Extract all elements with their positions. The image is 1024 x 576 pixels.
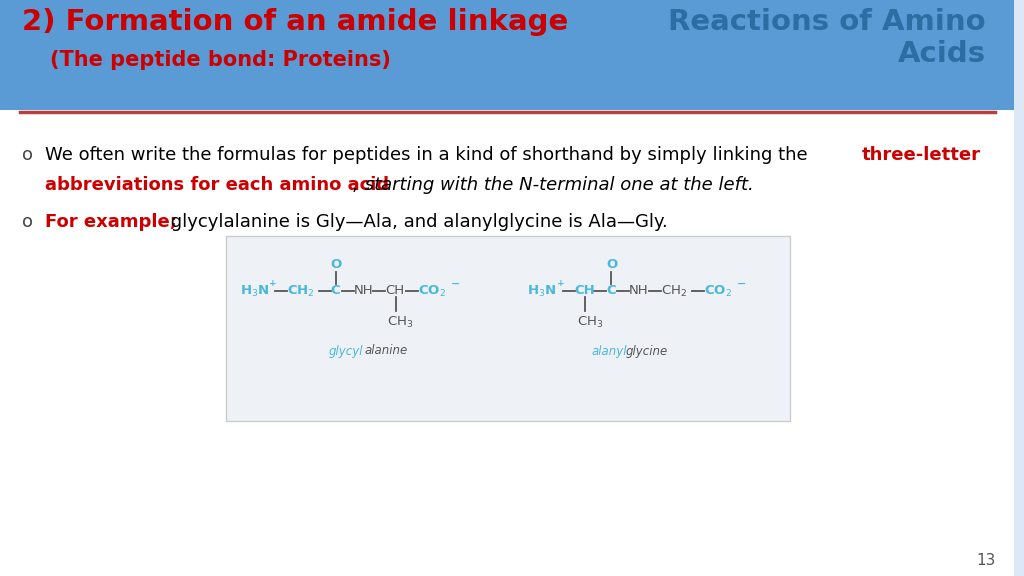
Text: CH$_2$: CH$_2$ bbox=[288, 283, 315, 298]
Text: glycylalanine is Gly—Ala, and alanylglycine is Ala—Gly.: glycylalanine is Gly—Ala, and alanylglyc… bbox=[166, 213, 669, 231]
Text: ,: , bbox=[351, 176, 357, 194]
Text: We often write the formulas for peptides in a kind of shorthand by simply linkin: We often write the formulas for peptides… bbox=[45, 146, 813, 164]
Text: o: o bbox=[22, 213, 33, 231]
Text: C: C bbox=[331, 285, 340, 297]
Text: three-letter: three-letter bbox=[862, 146, 981, 164]
Text: +: + bbox=[557, 279, 564, 287]
Text: −: − bbox=[451, 279, 460, 289]
Text: Reactions of Amino
Acids: Reactions of Amino Acids bbox=[668, 8, 986, 69]
Text: glycine: glycine bbox=[626, 344, 669, 358]
FancyBboxPatch shape bbox=[0, 110, 1015, 576]
Text: CH: CH bbox=[385, 285, 404, 297]
Text: glycyl: glycyl bbox=[329, 344, 364, 358]
Text: CH$_3$: CH$_3$ bbox=[577, 314, 603, 329]
Text: CH$_2$: CH$_2$ bbox=[660, 283, 687, 298]
Text: (The peptide bond: Proteins): (The peptide bond: Proteins) bbox=[49, 50, 390, 70]
Text: CO$_2$: CO$_2$ bbox=[418, 283, 446, 298]
Text: starting with the N-terminal one at the left.: starting with the N-terminal one at the … bbox=[358, 176, 754, 194]
Text: O: O bbox=[331, 259, 342, 271]
Text: +: + bbox=[269, 279, 278, 287]
FancyBboxPatch shape bbox=[226, 236, 791, 421]
Text: 13: 13 bbox=[976, 553, 995, 568]
Text: O: O bbox=[606, 259, 617, 271]
Text: NH: NH bbox=[353, 285, 374, 297]
FancyBboxPatch shape bbox=[0, 0, 1015, 110]
Text: −: − bbox=[737, 279, 746, 289]
Text: C: C bbox=[606, 285, 615, 297]
Text: 2) Formation of an amide linkage: 2) Formation of an amide linkage bbox=[22, 8, 568, 36]
Text: For example;: For example; bbox=[45, 213, 176, 231]
Text: o: o bbox=[22, 146, 33, 164]
Text: CH: CH bbox=[574, 285, 595, 297]
Text: H$_3$N: H$_3$N bbox=[527, 283, 556, 298]
Text: H$_3$N: H$_3$N bbox=[240, 283, 269, 298]
Text: abbreviations for each amino acid: abbreviations for each amino acid bbox=[45, 176, 389, 194]
Text: CO$_2$: CO$_2$ bbox=[705, 283, 732, 298]
Text: CH$_3$: CH$_3$ bbox=[387, 314, 414, 329]
Text: alanyl: alanyl bbox=[592, 344, 627, 358]
Text: alanine: alanine bbox=[365, 344, 408, 358]
Text: NH: NH bbox=[629, 285, 648, 297]
